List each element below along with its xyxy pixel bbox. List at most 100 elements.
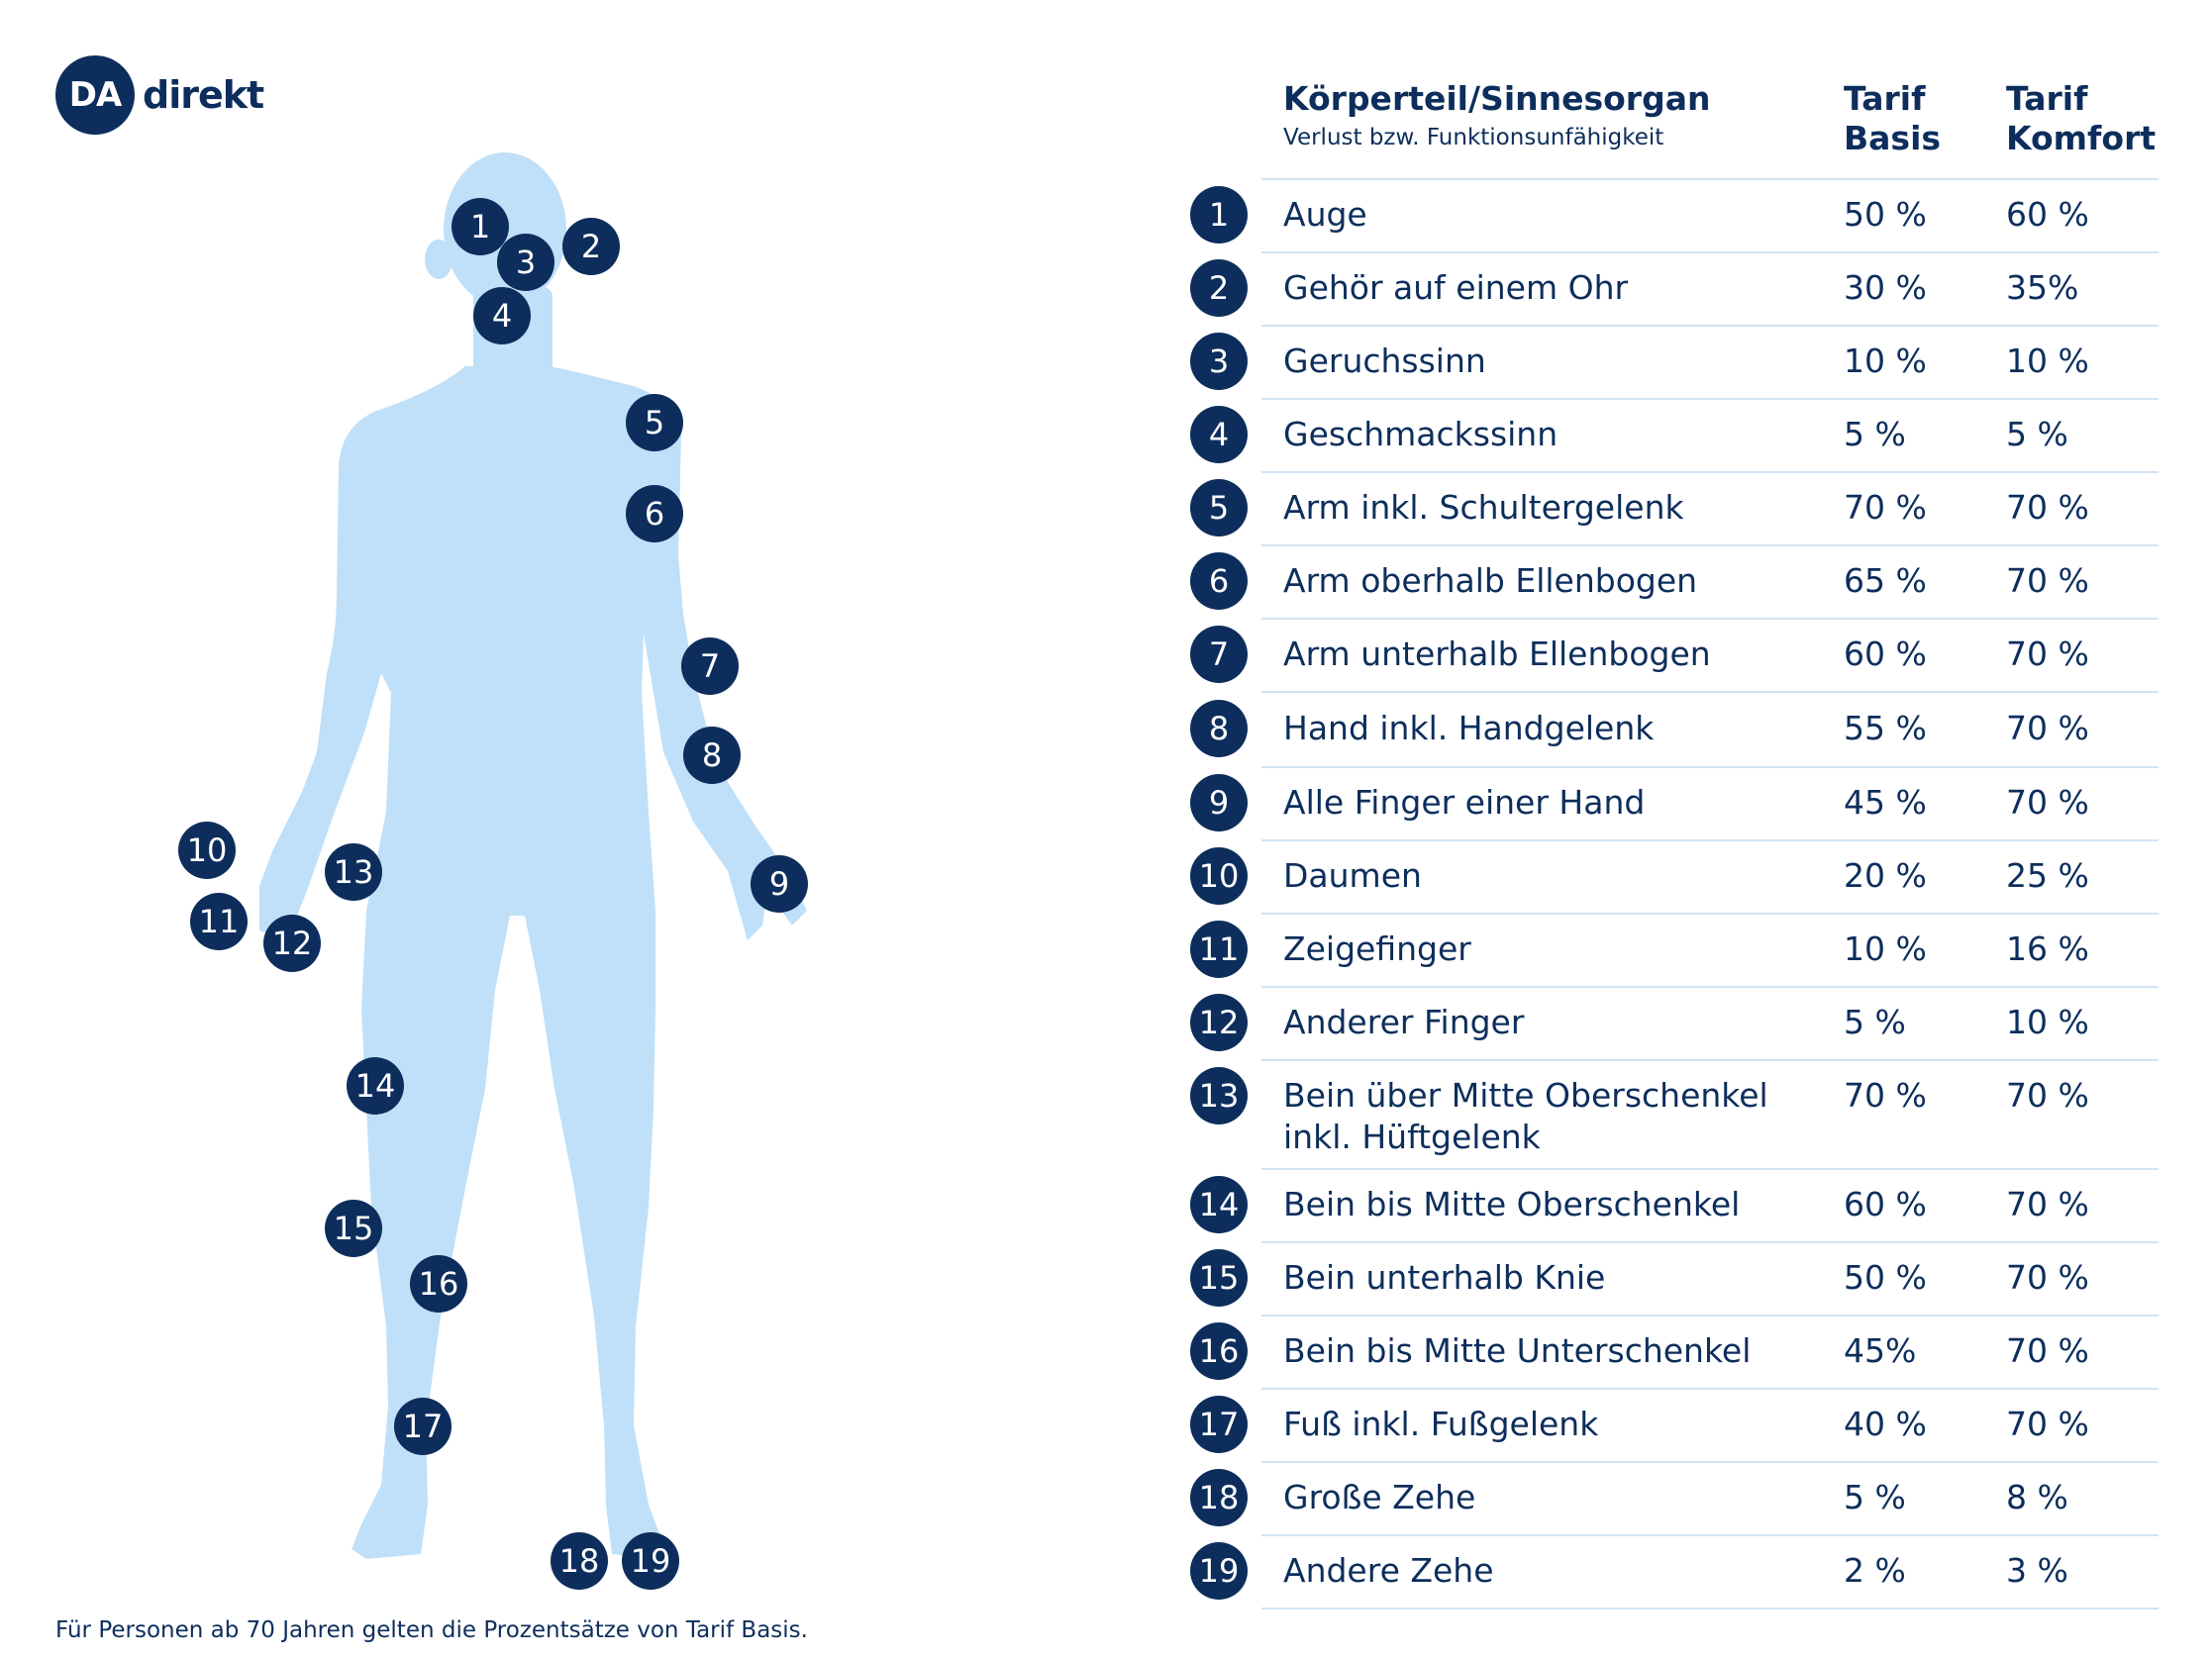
- row-tarif-basis-value: 20 %: [1844, 856, 1927, 895]
- row-tarif-komfort-value: 5 %: [2006, 415, 2068, 453]
- row-tarif-basis-value: 40 %: [1844, 1405, 1927, 1443]
- row-tarif-basis-value: 5 %: [1844, 1003, 1906, 1041]
- row-divider: [1261, 986, 2159, 988]
- row-number-badge: 19: [1190, 1542, 1248, 1600]
- row-tarif-basis-value: 30 %: [1844, 268, 1927, 307]
- body-figure: 1 2 3 4 5 6 7 8 9 10 11 12 13 14 15 16 1…: [0, 0, 852, 1604]
- row-number-badge: 8: [1190, 700, 1248, 757]
- table-row: 11 Zeigefinger 10 % 16 %: [1178, 913, 2159, 986]
- marker-12: 12: [263, 915, 321, 972]
- row-tarif-komfort-value: 3 %: [2006, 1551, 2068, 1590]
- row-number-badge: 6: [1190, 552, 1248, 610]
- row-label: Andere Zehe: [1283, 1551, 1494, 1590]
- row-tarif-basis-value: 45 %: [1844, 783, 1927, 822]
- row-tarif-komfort-value: 70 %: [2006, 783, 2089, 822]
- row-label: Hand inkl. Handgelenk: [1283, 709, 1655, 747]
- table-header: Körperteil/Sinnesorgan Verlust bzw. Funk…: [1178, 75, 2159, 178]
- row-divider: [1261, 1388, 2159, 1390]
- row-number-badge: 13: [1190, 1067, 1248, 1124]
- row-number-badge: 2: [1190, 259, 1248, 317]
- row-divider: [1261, 691, 2159, 693]
- row-tarif-basis-value: 5 %: [1844, 1478, 1906, 1516]
- row-divider: [1261, 1461, 2159, 1463]
- row-label: Geschmackssinn: [1283, 415, 1558, 453]
- footnote: Für Personen ab 70 Jahren gelten die Pro…: [55, 1617, 808, 1643]
- table-row: 1 Auge 50 % 60 %: [1178, 178, 2159, 251]
- row-number-badge: 16: [1190, 1322, 1248, 1380]
- table-row: 14 Bein bis Mitte Oberschenkel 60 % 70 %: [1178, 1168, 2159, 1241]
- row-tarif-komfort-value: 70 %: [2006, 488, 2089, 527]
- table-row: 15 Bein unterhalb Knie 50 % 70 %: [1178, 1241, 2159, 1315]
- row-number-badge: 1: [1190, 186, 1248, 244]
- row-tarif-komfort-value: 70 %: [2006, 1185, 2089, 1223]
- row-number-badge: 10: [1190, 847, 1248, 905]
- table-row: 13 Bein über Mitte Oberschenkel inkl. Hüf…: [1178, 1059, 2159, 1168]
- row-number-badge: 3: [1190, 333, 1248, 390]
- row-number-badge: 7: [1190, 626, 1248, 683]
- row-label: Anderer Finger: [1283, 1003, 1525, 1041]
- table-row: 3 Geruchssinn 10 % 10 %: [1178, 325, 2159, 398]
- row-tarif-basis-value: 2 %: [1844, 1551, 1906, 1590]
- row-divider: [1261, 544, 2159, 546]
- body-silhouette-icon: [259, 152, 807, 1559]
- benefits-table: Körperteil/Sinnesorgan Verlust bzw. Funk…: [1178, 75, 2159, 1610]
- row-tarif-komfort-value: 8 %: [2006, 1478, 2068, 1516]
- table-row: 8 Hand inkl. Handgelenk 55 % 70 %: [1178, 691, 2159, 766]
- row-divider: [1261, 471, 2159, 473]
- marker-14: 14: [347, 1057, 404, 1115]
- marker-4: 4: [473, 287, 531, 344]
- table-bottom-divider: [1261, 1608, 2159, 1610]
- row-label: Daumen: [1283, 856, 1422, 895]
- header-subtitle: Verlust bzw. Funktionsunfähigkeit: [1283, 125, 1664, 150]
- marker-3: 3: [497, 234, 554, 291]
- table-row: 6 Arm oberhalb Ellenbogen 65 % 70 %: [1178, 544, 2159, 618]
- row-tarif-basis-value: 10 %: [1844, 929, 1927, 968]
- marker-19: 19: [622, 1532, 679, 1590]
- row-tarif-basis-value: 50 %: [1844, 1258, 1927, 1297]
- table-row: 9 Alle Finger einer Hand 45 % 70 %: [1178, 766, 2159, 839]
- row-tarif-basis-value: 50 %: [1844, 195, 1927, 234]
- row-divider: [1261, 1168, 2159, 1170]
- row-tarif-komfort-value: 16 %: [2006, 929, 2089, 968]
- table-row: 12 Anderer Finger 5 % 10 %: [1178, 986, 2159, 1059]
- table-row: 7 Arm unterhalb Ellenbogen 60 % 70 %: [1178, 618, 2159, 691]
- marker-18: 18: [551, 1532, 608, 1590]
- row-divider: [1261, 398, 2159, 400]
- row-tarif-komfort-value: 10 %: [2006, 1003, 2089, 1041]
- marker-11: 11: [190, 893, 248, 950]
- row-label: Zeigefinger: [1283, 929, 1471, 968]
- row-tarif-komfort-value: 10 %: [2006, 342, 2089, 380]
- row-divider: [1261, 1241, 2159, 1243]
- row-tarif-basis-value: 5 %: [1844, 415, 1906, 453]
- row-divider: [1261, 251, 2159, 253]
- row-divider: [1261, 913, 2159, 915]
- table-body: 1 Auge 50 % 60 % 2 Gehör auf einem Ohr 30 % 35%…: [1178, 178, 2159, 1608]
- row-label: Bein bis Mitte Unterschenkel: [1283, 1331, 1752, 1370]
- marker-6: 6: [626, 485, 683, 542]
- header-tarif-basis: Tarif Basis: [1844, 79, 1942, 157]
- table-row: 17 Fuß inkl. Fußgelenk 40 % 70 %: [1178, 1388, 2159, 1461]
- marker-15: 15: [325, 1200, 382, 1257]
- row-number-badge: 18: [1190, 1469, 1248, 1526]
- row-number-badge: 4: [1190, 406, 1248, 463]
- logo-wordmark: direkt: [143, 73, 264, 117]
- row-divider: [1261, 325, 2159, 327]
- row-tarif-basis-value: 10 %: [1844, 342, 1927, 380]
- row-number-badge: 17: [1190, 1396, 1248, 1453]
- row-tarif-komfort-value: 35%: [2006, 268, 2079, 307]
- row-label: Alle Finger einer Hand: [1283, 783, 1646, 822]
- row-label: Auge: [1283, 195, 1367, 234]
- row-label: Gehör auf einem Ohr: [1283, 268, 1629, 307]
- logo: DA direkt: [55, 55, 264, 135]
- marker-10: 10: [178, 822, 236, 879]
- row-divider: [1261, 1315, 2159, 1317]
- row-divider: [1261, 766, 2159, 768]
- table-row: 19 Andere Zehe 2 % 3 %: [1178, 1534, 2159, 1608]
- row-label: Große Zehe: [1283, 1478, 1476, 1516]
- row-tarif-komfort-value: 70 %: [2006, 1076, 2089, 1115]
- row-tarif-komfort-value: 70 %: [2006, 1405, 2089, 1443]
- table-row: 10 Daumen 20 % 25 %: [1178, 839, 2159, 913]
- row-tarif-basis-value: 45%: [1844, 1331, 1917, 1370]
- row-label: Bein bis Mitte Oberschenkel: [1283, 1185, 1741, 1223]
- row-tarif-komfort-value: 70 %: [2006, 561, 2089, 600]
